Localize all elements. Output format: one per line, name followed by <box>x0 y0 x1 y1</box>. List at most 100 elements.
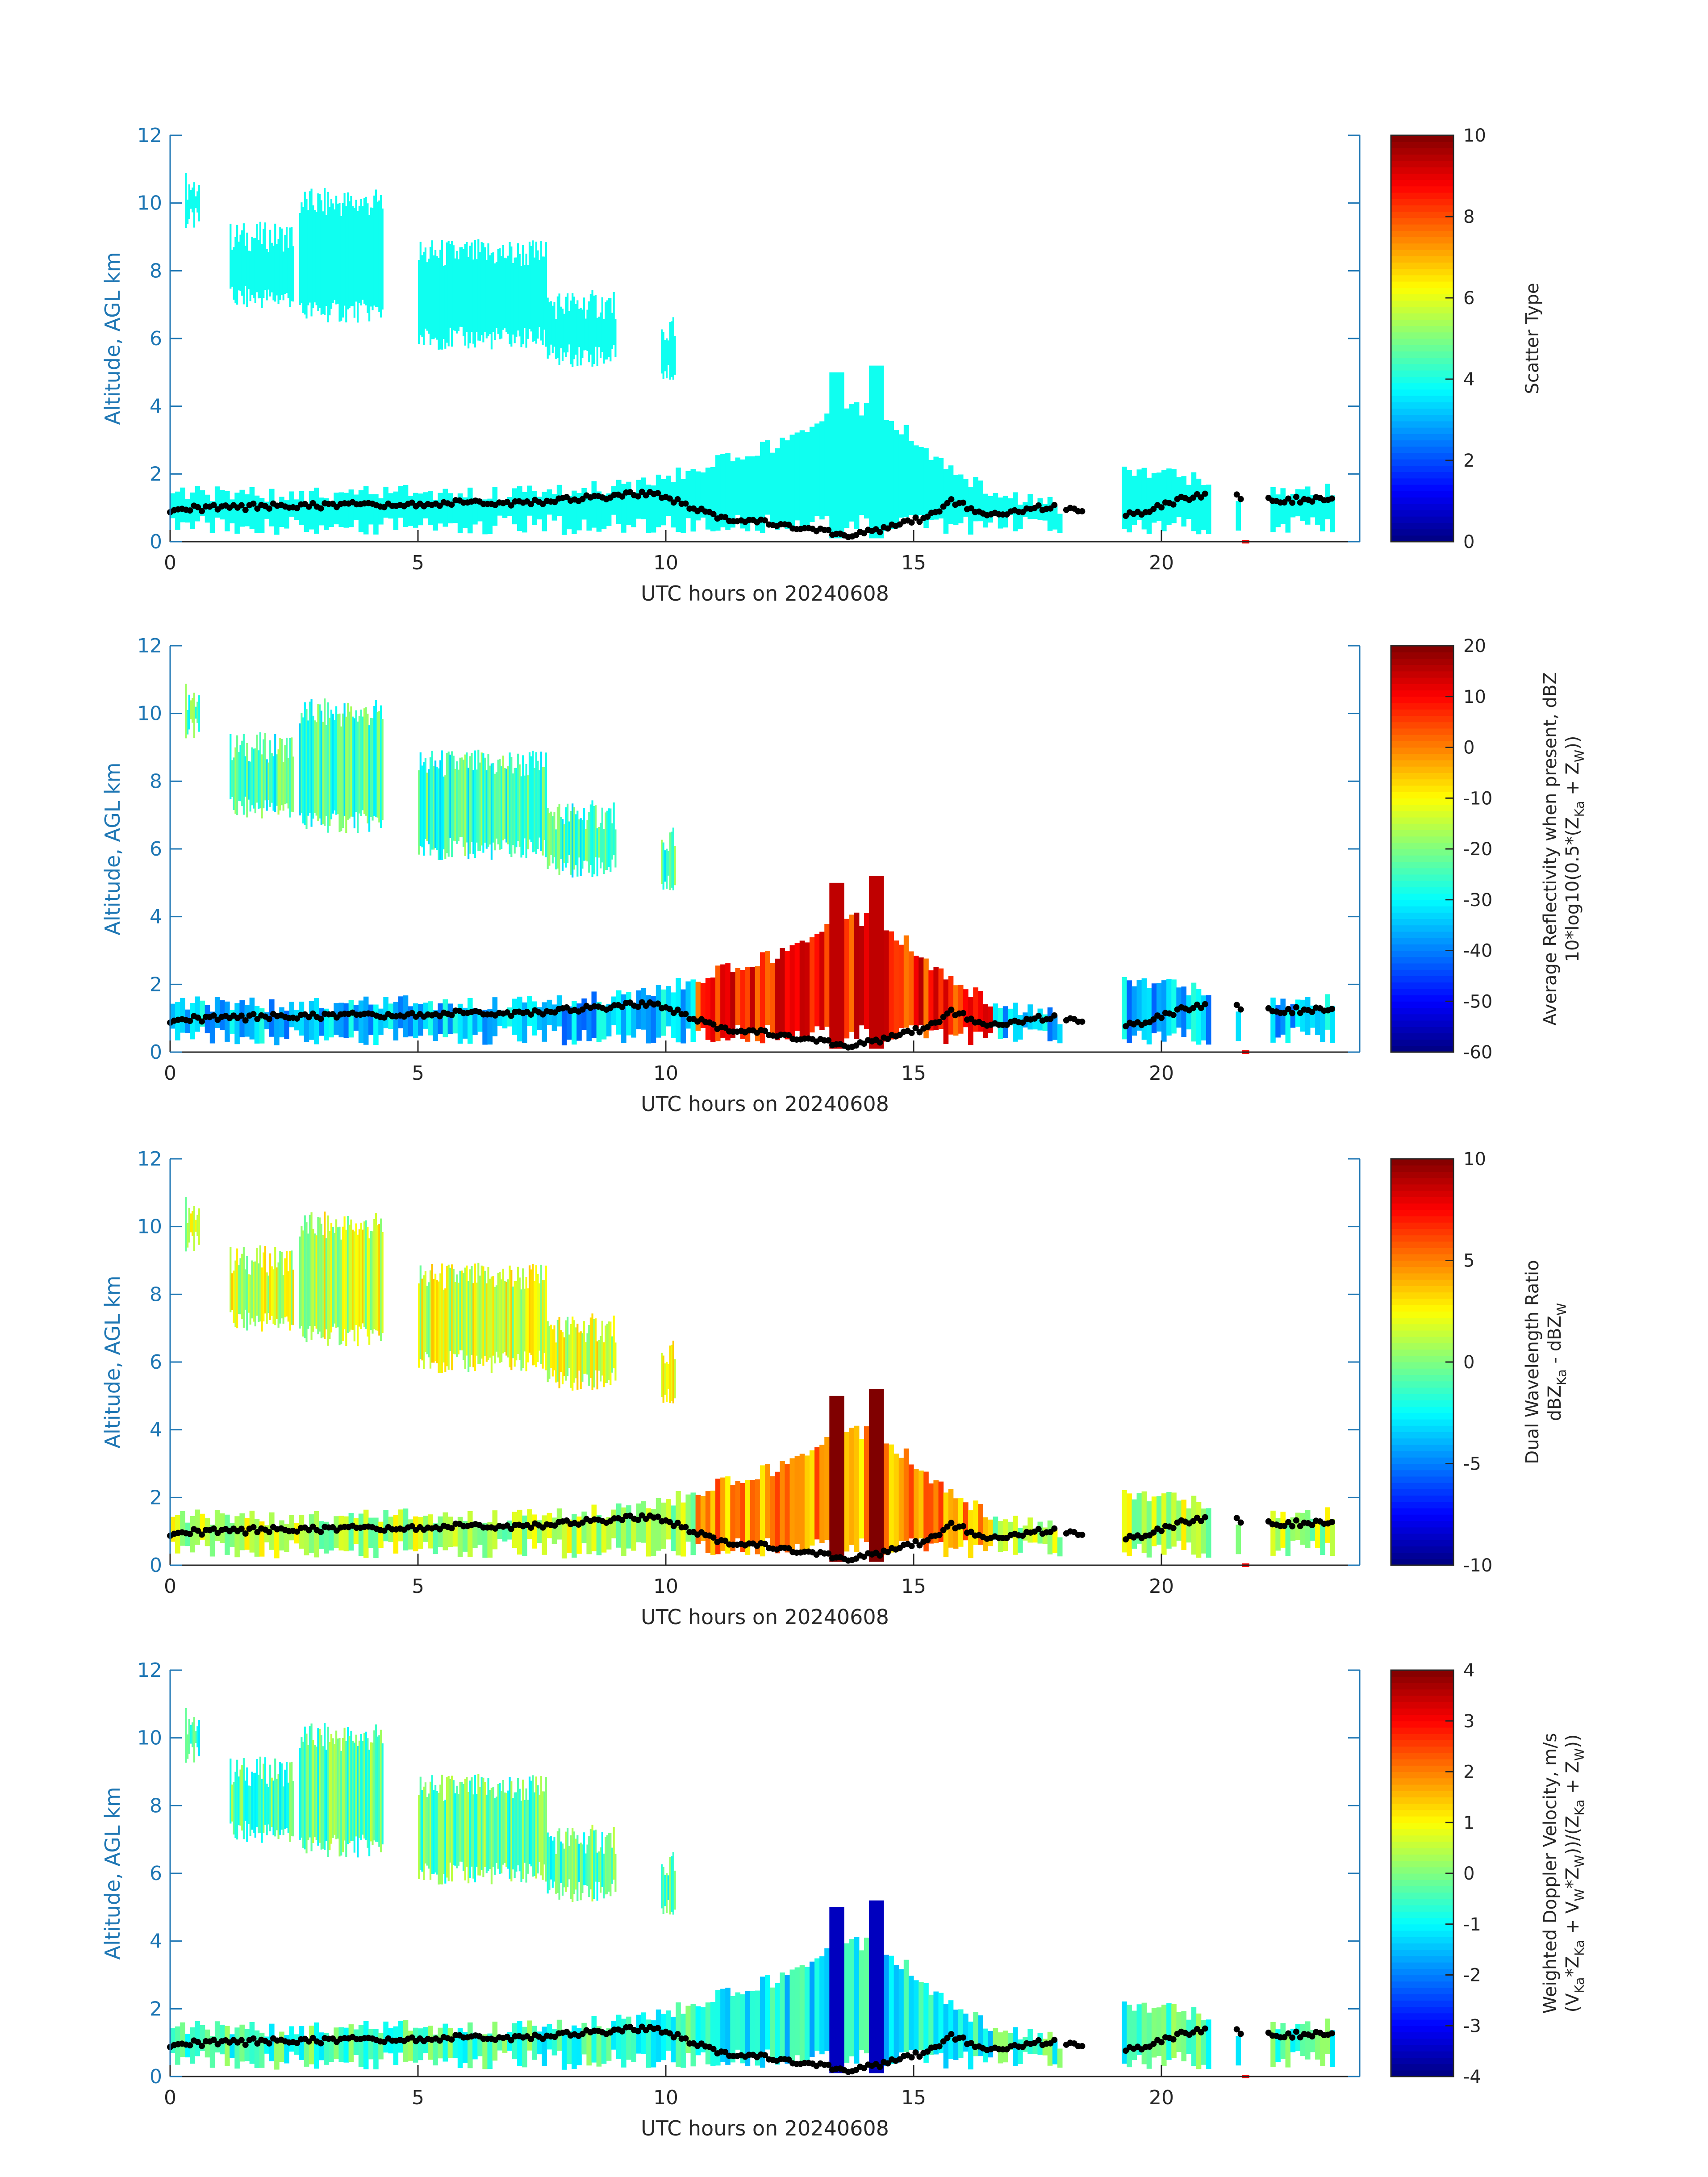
low-cloud-cell <box>428 1001 433 1036</box>
colorbar-segment <box>1391 427 1453 434</box>
low-cloud-cell <box>780 1461 785 1549</box>
high-cloud-cell-4-36 <box>606 811 608 870</box>
low-cloud-cell <box>1315 1006 1320 1035</box>
high-cloud-cell-1-25 <box>271 1777 273 1827</box>
high-cloud-cell-4-9 <box>561 309 564 361</box>
cloud-base-height-point <box>266 505 272 512</box>
high-cloud-cell-4-34 <box>603 1342 605 1387</box>
low-cloud-cell <box>289 491 294 517</box>
high-cloud-cell-4-34 <box>603 1853 605 1899</box>
cloud-base-height-point <box>210 1525 217 1532</box>
high-cloud-cell-3-63 <box>522 755 524 855</box>
high-cloud-cell-4-40 <box>613 1826 615 1880</box>
low-cloud-cell <box>809 426 815 522</box>
low-cloud-cell <box>626 2016 631 2060</box>
colorbar-segment <box>1391 722 1453 729</box>
low-cloud-cell <box>259 2032 265 2068</box>
colorbar-segment <box>1391 830 1453 837</box>
high-cloud-cell-2-44 <box>372 1742 374 1845</box>
high-cloud-cell-2-10 <box>315 1747 317 1840</box>
cloud-base-height-point <box>635 1517 641 1523</box>
high-cloud-cell-2-15 <box>324 188 326 315</box>
x-tick-label: 0 <box>164 1575 176 1598</box>
low-cloud-cell <box>581 998 587 1030</box>
high-cloud-cell-4-2 <box>550 301 552 345</box>
high-cloud-cell-3-20 <box>451 1264 453 1371</box>
cloud-base-height-point <box>199 1531 205 1538</box>
cloud-base-height-point <box>1293 493 1299 500</box>
colorbar-tick-label: -50 <box>1463 991 1492 1012</box>
x-tick-label: 5 <box>412 1062 424 1085</box>
low-cloud-cell <box>660 2014 666 2060</box>
low-cloud-cell <box>705 468 711 530</box>
cloud-base-height-point <box>1019 1019 1026 1026</box>
high-cloud-cell-4-16 <box>573 1831 575 1894</box>
low-cloud-cell <box>740 1483 746 1552</box>
high-cloud-cell-4-1 <box>548 812 551 866</box>
colorbar-segment <box>1391 1033 1453 1040</box>
high-cloud-cell-3-43 <box>489 255 491 334</box>
high-cloud-cell-1-5 <box>238 242 240 291</box>
cloud-base-height-point <box>317 505 324 512</box>
colorbar-segment <box>1391 1540 1453 1546</box>
high-cloud-cell-4-0 <box>547 297 549 359</box>
high-cloud-cell-1-35 <box>287 247 289 298</box>
low-cloud-cell <box>324 2033 329 2065</box>
colorbar-segment <box>1391 1702 1453 1709</box>
high-cloud-cell-0-8 <box>198 695 200 732</box>
colorbar-segment <box>1391 1514 1453 1521</box>
high-cloud-cell-3-27 <box>462 759 465 847</box>
high-cloud-cell-1-0 <box>230 223 232 289</box>
high-cloud-cell-1-21 <box>264 1757 267 1825</box>
colorbar-segment <box>1391 811 1453 818</box>
high-cloud-cell-2-32 <box>352 1741 354 1841</box>
high-cloud-cell-3-55 <box>509 752 511 854</box>
low-cloud-cell <box>1032 2041 1038 2054</box>
high-cloud-cell-3-18 <box>447 1776 450 1881</box>
low-cloud-cell <box>195 1509 200 1545</box>
low-cloud-cell <box>309 2026 314 2064</box>
colorbar-segment <box>1391 1501 1453 1508</box>
low-cloud-cell <box>1310 2030 1315 2052</box>
x-tick-label: 20 <box>1149 1575 1174 1598</box>
low-cloud-cell <box>903 425 909 518</box>
high-cloud-cell-3-3 <box>423 251 425 345</box>
high-cloud-cell-2-1 <box>301 713 303 813</box>
high-cloud-cell-2-44 <box>372 1231 374 1334</box>
high-cloud-cell-2-7 <box>310 1212 313 1340</box>
low-cloud-cell <box>641 477 647 519</box>
high-cloud-cell-3-66 <box>527 775 529 849</box>
low-cloud-cell <box>324 1008 329 1040</box>
cloud-base-height-point <box>968 505 974 512</box>
high-cloud-cell-3-21 <box>452 756 455 841</box>
y-tick-label: 0 <box>150 531 162 553</box>
cloud-base-height-point <box>885 525 891 532</box>
cloud-base-height-point <box>250 2035 257 2042</box>
low-cloud-cell <box>789 1458 795 1554</box>
colorbar-segment <box>1391 1495 1453 1502</box>
high-cloud-cell-4-40 <box>613 802 615 856</box>
low-cloud-cell <box>1181 986 1186 1037</box>
high-cloud-cell-3-69 <box>532 1775 534 1877</box>
low-cloud-cell <box>309 1514 314 1553</box>
high-cloud-cell-3-39 <box>482 242 484 343</box>
colorbar-segment <box>1391 332 1453 339</box>
high-cloud-cell-3-65 <box>525 1277 527 1371</box>
high-cloud-cell-1-6 <box>239 1258 242 1315</box>
low-cloud-cell <box>596 1515 602 1555</box>
cloud-base-height-point <box>944 1523 951 1530</box>
low-cloud-cell <box>983 1004 988 1038</box>
high-cloud-cell-0-8 <box>198 1720 200 1756</box>
high-cloud-cell-4-21 <box>581 1333 584 1382</box>
low-cloud-cell <box>363 486 369 535</box>
low-cloud-cell <box>914 1469 919 1542</box>
low-cloud-cell <box>765 1975 770 2050</box>
low-cloud-cell <box>908 441 914 515</box>
high-cloud-cell-3-65 <box>525 764 527 858</box>
colorbar-segment <box>1391 237 1453 244</box>
colorbar-tick-label: 10 <box>1463 125 1486 146</box>
colorbar-segment <box>1391 1260 1453 1267</box>
high-cloud-cell-3-17 <box>446 242 448 343</box>
high-cloud-cell-4-22 <box>583 1321 585 1374</box>
high-cloud-cell-3-50 <box>501 1279 503 1362</box>
